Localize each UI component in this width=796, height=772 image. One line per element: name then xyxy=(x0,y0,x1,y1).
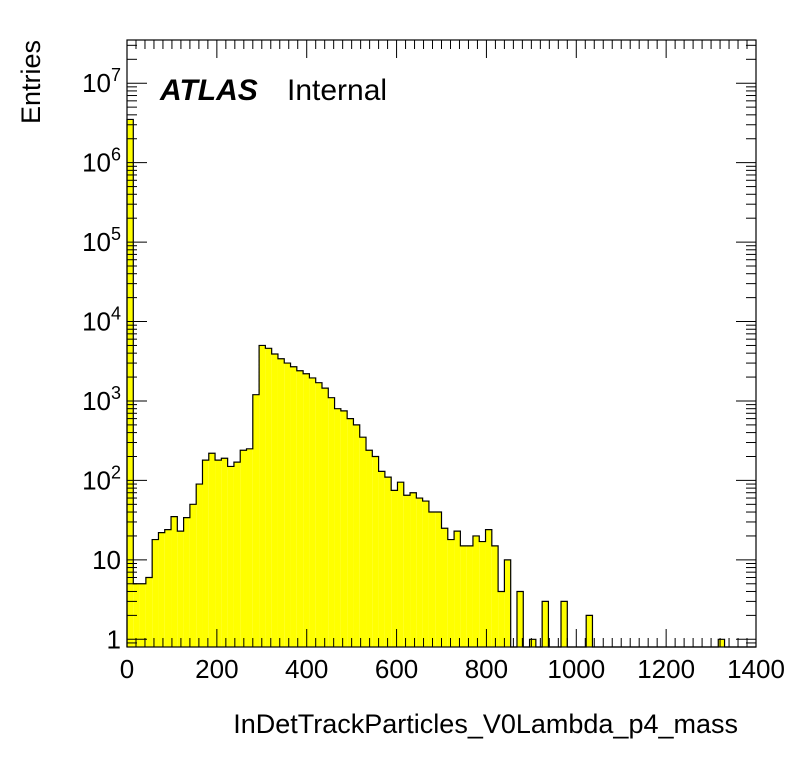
x-axis-ticks xyxy=(126,40,757,647)
y-tick-labels: 1 10 102 103 104 105 106 107 xyxy=(82,65,121,654)
histogram-bin xyxy=(321,388,329,647)
histogram-bin xyxy=(435,512,442,647)
x-tick-label: 1200 xyxy=(637,654,695,684)
x-tick-label: 200 xyxy=(195,654,238,684)
histogram-bin xyxy=(127,119,134,648)
y-tick-label: 107 xyxy=(82,65,121,98)
x-axis-title: InDetTrackParticles_V0Lambda_p4_mass xyxy=(233,709,738,739)
histogram-bin xyxy=(183,517,190,647)
y-tick-label: 102 xyxy=(82,462,121,495)
histogram-bars xyxy=(126,118,756,648)
histogram-bin xyxy=(139,583,146,647)
histogram-bin xyxy=(202,460,209,647)
histogram-bin xyxy=(586,615,593,647)
histogram-bin xyxy=(215,460,222,647)
histogram-bin xyxy=(416,498,423,647)
histogram-bin xyxy=(315,382,322,647)
histogram-bin xyxy=(485,529,492,647)
internal-label: Internal xyxy=(287,74,387,107)
histogram-bin xyxy=(403,495,411,647)
y-tick-label: 1 xyxy=(107,624,121,654)
histogram-bin xyxy=(233,462,241,647)
histogram-bin xyxy=(177,531,184,647)
histogram-bin xyxy=(246,448,253,647)
histogram-bin xyxy=(303,373,310,647)
histogram-bin xyxy=(410,492,417,647)
histogram-bin xyxy=(378,471,385,647)
histogram-bin xyxy=(328,397,335,647)
y-axis-ticks xyxy=(127,44,756,648)
y-tick-label: 103 xyxy=(82,383,121,416)
histogram-bin xyxy=(422,501,429,647)
histogram-bin xyxy=(428,512,436,647)
histogram-bin xyxy=(334,408,341,647)
histogram-bin xyxy=(479,541,486,647)
histogram-bin xyxy=(284,363,291,647)
histogram-bin xyxy=(208,453,216,647)
histogram-bin xyxy=(542,601,549,647)
y-tick-label: 105 xyxy=(82,224,121,257)
y-tick-label: 10 xyxy=(92,545,121,575)
histogram-bin xyxy=(441,528,448,647)
histogram-bin xyxy=(290,366,297,647)
histogram-bin xyxy=(252,394,260,647)
y-tick-label: 106 xyxy=(82,145,121,178)
histogram-bin xyxy=(498,591,505,647)
histogram-bin xyxy=(516,591,524,647)
x-tick-label: 0 xyxy=(120,654,134,684)
histogram-bin xyxy=(472,535,480,647)
histogram-bin xyxy=(454,531,461,647)
histogram-bin xyxy=(265,348,272,647)
x-tick-label: 800 xyxy=(465,654,508,684)
histogram-bin xyxy=(561,601,568,647)
histogram-bin xyxy=(491,545,499,647)
histogram-bin xyxy=(447,539,455,647)
histogram-bin xyxy=(397,482,404,647)
histogram-bin xyxy=(296,370,304,647)
histogram-bin xyxy=(171,516,178,647)
histogram-bin xyxy=(384,477,392,647)
histogram-bin xyxy=(359,437,367,647)
y-tick-label: 104 xyxy=(82,304,121,337)
histogram-bin xyxy=(309,377,316,647)
x-tick-label: 600 xyxy=(375,654,418,684)
histogram-bin xyxy=(340,410,348,647)
x-tick-labels: 0 200 400 600 800 1000 1200 1400 xyxy=(120,654,785,684)
histogram-bin xyxy=(391,490,398,647)
histogram-bin xyxy=(145,577,153,647)
histogram-bin xyxy=(277,358,285,647)
histogram-bin xyxy=(158,532,165,647)
histogram-bin xyxy=(460,545,467,647)
histogram-bin xyxy=(271,354,278,647)
histogram-bin xyxy=(529,639,536,647)
histogram-bin xyxy=(353,424,360,647)
atlas-label: ATLAS xyxy=(159,74,258,107)
histogram-bin xyxy=(366,450,373,647)
y-axis-title: Entries xyxy=(16,40,46,124)
histogram-bin xyxy=(259,345,266,647)
histogram-bin xyxy=(372,456,379,647)
histogram-outline xyxy=(126,118,756,648)
x-tick-label: 1000 xyxy=(547,654,605,684)
histogram-bin xyxy=(504,559,511,647)
histogram-bin xyxy=(152,539,159,647)
histogram-bin xyxy=(189,504,197,647)
histogram-bin xyxy=(196,484,203,647)
histogram-bin xyxy=(221,458,228,647)
histogram-bin xyxy=(164,529,172,647)
histogram-bin xyxy=(240,450,247,647)
x-tick-label: 400 xyxy=(285,654,328,684)
histogram-bin xyxy=(466,545,473,647)
histogram-bin xyxy=(718,639,725,647)
histogram-bin xyxy=(227,466,234,647)
histogram-bin xyxy=(347,418,354,647)
x-tick-label: 1400 xyxy=(727,654,785,684)
